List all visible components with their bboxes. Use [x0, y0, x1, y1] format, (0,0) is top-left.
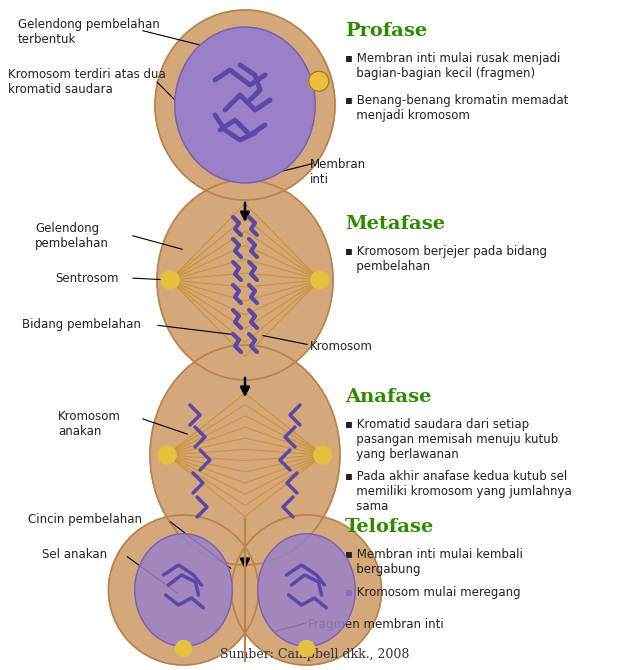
Ellipse shape: [150, 345, 340, 565]
Text: Fragmen membran inti: Fragmen membran inti: [308, 618, 444, 631]
Circle shape: [175, 641, 191, 657]
Circle shape: [158, 446, 176, 464]
Text: ▪ Benang-benang kromatin memadat
   menjadi kromosom: ▪ Benang-benang kromatin memadat menjadi…: [345, 94, 569, 122]
Text: Metafase: Metafase: [345, 215, 445, 233]
Text: Kromosom terdiri atas dua
kromatid saudara: Kromosom terdiri atas dua kromatid sauda…: [8, 68, 166, 96]
Text: ▪ Membran inti mulai kembali
   bergabung: ▪ Membran inti mulai kembali bergabung: [345, 548, 523, 576]
Circle shape: [298, 641, 314, 657]
Circle shape: [309, 71, 329, 91]
Text: Profase: Profase: [345, 22, 427, 40]
Text: Bidang pembelahan: Bidang pembelahan: [22, 318, 141, 331]
Text: ▪ Kromatid saudara dari setiap
   pasangan memisah menuju kutub
   yang berlawan: ▪ Kromatid saudara dari setiap pasangan …: [345, 418, 558, 461]
Text: Anafase: Anafase: [345, 388, 432, 406]
Circle shape: [311, 271, 329, 289]
Ellipse shape: [135, 534, 232, 647]
Text: Telofase: Telofase: [345, 518, 434, 536]
Text: Sentrosom: Sentrosom: [55, 272, 119, 285]
Circle shape: [232, 515, 382, 665]
Text: Cincin pembelahan: Cincin pembelahan: [28, 513, 142, 526]
Text: Gelendong pembelahan
terbentuk: Gelendong pembelahan terbentuk: [18, 18, 160, 46]
Ellipse shape: [155, 10, 335, 200]
Circle shape: [109, 515, 259, 665]
Ellipse shape: [157, 180, 333, 380]
Ellipse shape: [257, 534, 355, 647]
Text: Sel anakan: Sel anakan: [42, 548, 107, 561]
Text: ▪ Pada akhir anafase kedua kutub sel
   memiliki kromosom yang jumlahnya
   sama: ▪ Pada akhir anafase kedua kutub sel mem…: [345, 470, 572, 513]
Circle shape: [161, 271, 179, 289]
Text: Sumber: Campbell dkk., 2008: Sumber: Campbell dkk., 2008: [220, 648, 410, 661]
Ellipse shape: [175, 27, 316, 183]
Text: ▪ Membran inti mulai rusak menjadi
   bagian-bagian kecil (fragmen): ▪ Membran inti mulai rusak menjadi bagia…: [345, 52, 560, 80]
Text: Kromosom: Kromosom: [310, 340, 373, 353]
Text: ▪ Kromosom mulai meregang: ▪ Kromosom mulai meregang: [345, 586, 521, 599]
Text: Gelendong
pembelahan: Gelendong pembelahan: [35, 222, 109, 250]
Text: ▪ Kromosom berjejer pada bidang
   pembelahan: ▪ Kromosom berjejer pada bidang pembelah…: [345, 245, 547, 273]
Circle shape: [314, 446, 332, 464]
Text: Membran
inti: Membran inti: [310, 158, 366, 186]
Text: Kromosom
anakan: Kromosom anakan: [58, 410, 121, 438]
